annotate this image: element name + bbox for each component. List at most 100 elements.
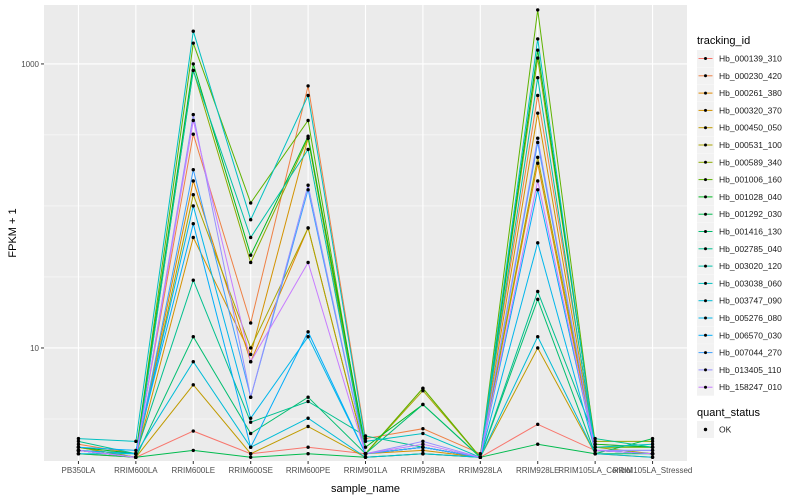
data-point xyxy=(306,399,310,404)
shape-legend: OK xyxy=(697,421,732,438)
legend-key-point xyxy=(704,108,707,112)
data-point xyxy=(248,218,253,222)
legend-label: Hb_003747_090 xyxy=(719,296,782,306)
x-tick-label: RRIM105LA_Stressed xyxy=(613,466,693,475)
legend-key-point xyxy=(704,143,707,147)
data-point xyxy=(248,346,253,350)
legend-item: Hb_006570_030 xyxy=(697,326,782,344)
legend-label: Hb_001028_040 xyxy=(719,192,782,202)
data-point xyxy=(536,346,540,350)
data-point xyxy=(191,179,195,183)
data-point xyxy=(536,335,540,339)
data-point xyxy=(248,253,253,257)
data-point xyxy=(191,383,195,387)
data-point xyxy=(536,155,540,160)
x-tick-label: RRIM928LE xyxy=(516,466,560,475)
data-point xyxy=(306,188,310,192)
data-point xyxy=(191,167,195,172)
y-tick-label: 1000 xyxy=(21,60,39,69)
data-point xyxy=(421,445,425,449)
data-point xyxy=(191,193,195,197)
data-point xyxy=(248,445,253,449)
data-point xyxy=(76,445,81,449)
legend-label: Hb_000261_380 xyxy=(719,88,782,98)
legend-label: Hb_001292_030 xyxy=(719,209,782,219)
x-tick-label: RRIM600PE xyxy=(286,466,330,475)
data-point xyxy=(650,452,655,456)
legend-label: Hb_001416_130 xyxy=(719,227,782,237)
data-point xyxy=(306,330,310,334)
data-point xyxy=(421,389,425,393)
data-point xyxy=(191,335,195,339)
legend-key-point xyxy=(704,264,707,268)
data-point xyxy=(306,335,310,339)
data-point xyxy=(76,448,81,453)
data-point xyxy=(191,132,195,136)
data-point xyxy=(536,289,540,294)
data-point xyxy=(536,93,540,98)
data-point xyxy=(536,179,540,183)
legend-key-point xyxy=(704,316,707,320)
legend-item: Hb_002785_040 xyxy=(697,240,782,258)
legend-item: Hb_005276_080 xyxy=(697,309,782,327)
data-point xyxy=(191,221,195,226)
data-point xyxy=(421,442,425,446)
legend-label: Hb_003020_120 xyxy=(719,261,782,271)
data-point xyxy=(306,424,310,429)
legend-label: Hb_000589_340 xyxy=(719,157,782,167)
data-point xyxy=(593,442,597,446)
data-point xyxy=(248,416,253,420)
legend-label: Hb_002785_040 xyxy=(719,244,782,254)
legend-key-point xyxy=(704,91,707,95)
x-tick-label: RRIM600SE xyxy=(228,466,272,475)
x-tick-label: RRIM600LE xyxy=(171,466,215,475)
legend-key-point xyxy=(704,126,707,130)
data-point xyxy=(248,395,253,399)
x-axis: PB350LA RRIM600LA RRIM600LE RRIM600SE RRIM60… xyxy=(62,461,693,475)
shape-legend-label: OK xyxy=(719,425,732,435)
legend-label: Hb_007044_270 xyxy=(719,348,782,358)
legend-items: Hb_000139_310 Hb_000230_420 Hb_000261_380 H… xyxy=(697,50,782,396)
legend-item: Hb_000230_420 xyxy=(697,67,782,85)
data-point xyxy=(134,448,138,453)
data-point xyxy=(536,48,540,52)
legend-item: Hb_000450_050 xyxy=(697,119,782,137)
legend-key-point xyxy=(704,160,707,164)
data-point xyxy=(306,445,310,449)
data-point xyxy=(306,260,310,265)
data-point xyxy=(248,360,253,364)
data-point xyxy=(134,452,138,456)
data-point xyxy=(363,436,368,441)
legend-item: Hb_003020_120 xyxy=(697,257,782,275)
legend-key-point xyxy=(704,281,707,285)
data-point xyxy=(306,84,310,88)
data-point xyxy=(536,136,540,140)
data-point xyxy=(248,452,253,456)
data-point xyxy=(248,235,253,240)
data-point xyxy=(134,439,138,444)
legend-key-point xyxy=(704,351,707,355)
x-tick-label: RRIM105LA_Control xyxy=(558,466,632,475)
legend-label: Hb_001006_160 xyxy=(719,175,782,185)
legend-label: Hb_005276_080 xyxy=(719,313,782,323)
legend-item: Hb_003038_060 xyxy=(697,274,782,292)
y-tick-label: 10 xyxy=(30,344,39,353)
data-point xyxy=(650,455,655,459)
legend-item: Hb_000531_100 xyxy=(697,136,782,154)
data-point xyxy=(306,395,310,399)
data-point xyxy=(76,439,81,444)
data-point xyxy=(650,439,655,444)
data-point xyxy=(248,431,253,436)
legend-item: Hb_013405_110 xyxy=(697,361,782,379)
data-point xyxy=(191,41,195,45)
x-tick-label: PB350LA xyxy=(62,466,96,475)
legend-item: Hb_000139_310 xyxy=(697,50,782,67)
legend-key-point xyxy=(704,385,707,389)
data-point xyxy=(536,56,540,60)
x-tick-label: RRIM928BA xyxy=(401,466,446,475)
data-point xyxy=(650,442,655,446)
data-point xyxy=(248,352,253,357)
x-tick-label: RRIM928LA xyxy=(459,466,503,475)
data-point xyxy=(536,188,540,192)
